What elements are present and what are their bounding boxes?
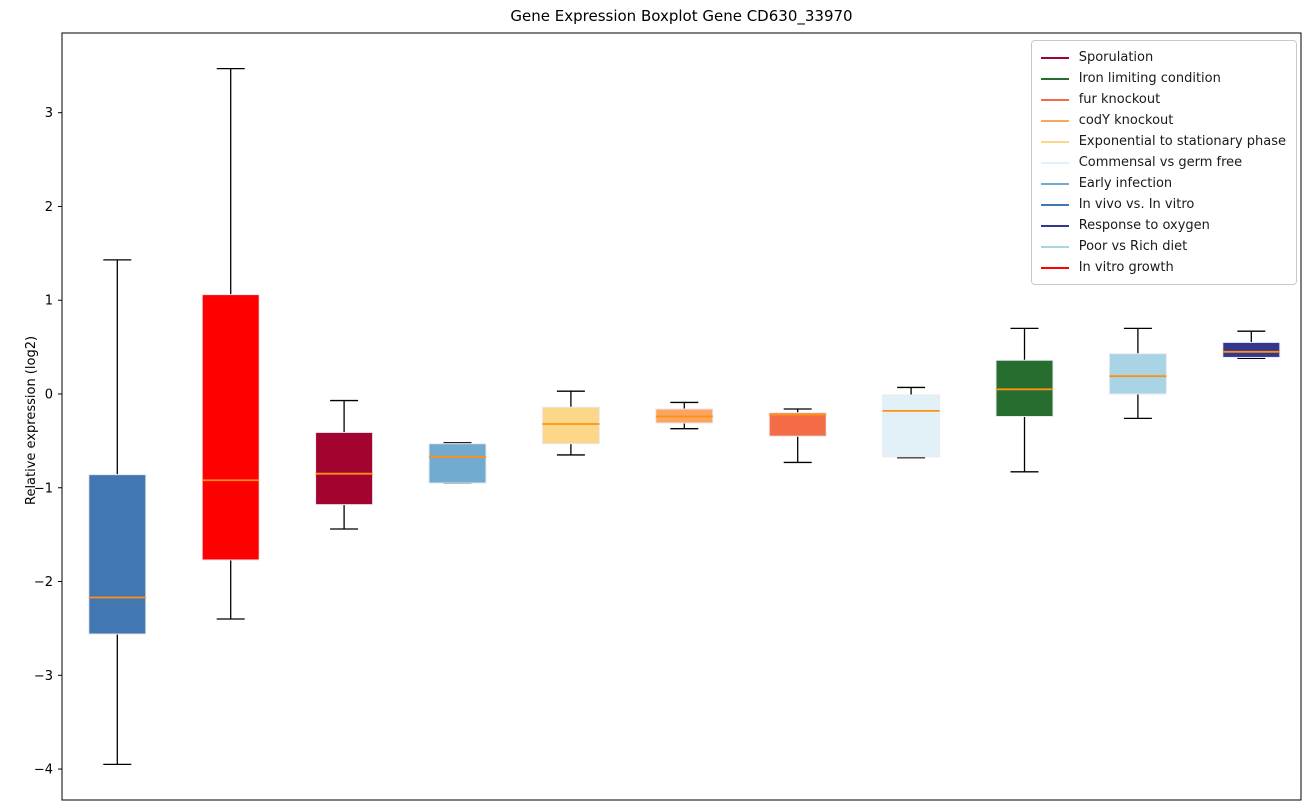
legend-item-label: Early infection [1078,176,1173,191]
box-iron-limiting-condition [995,359,1054,418]
box-commensal-vs-germ-free [882,394,941,458]
y-tick-label: −4 [34,763,53,778]
legend-item: Sporulation [1040,47,1286,68]
box-in-vivo-vs-in-vitro [88,474,147,635]
y-tick-label: −1 [34,481,53,496]
legend-swatch [1040,119,1069,122]
y-tick-label: −3 [34,669,53,684]
legend-swatch [1040,77,1069,80]
y-tick-label: 1 [45,294,53,309]
legend-item: codY knockout [1040,110,1286,131]
box-exponential-to-stationary-phase [541,406,600,445]
legend: Sporulation Iron limiting condition fur kn… [1030,40,1297,285]
box-poor-vs-rich-diet [1108,353,1167,395]
y-axis-label: Relative expression (log2) [24,335,39,505]
legend-swatch [1040,161,1069,164]
y-tick-label: 2 [45,200,53,215]
legend-item: Commensal vs germ free [1040,152,1286,173]
box-response-to-oxygen [1222,341,1281,358]
legend-swatch [1040,98,1069,101]
legend-item: Response to oxygen [1040,215,1286,236]
legend-item-label: codY knockout [1078,113,1174,128]
box-in-vitro-growth [201,294,260,561]
y-tick-label: 0 [45,387,53,402]
legend-item: In vivo vs. In vitro [1040,194,1286,215]
axes-spines [61,32,1302,801]
legend-item-label: fur knockout [1078,92,1161,107]
legend-item: Early infection [1040,173,1286,194]
legend-item-label: Response to oxygen [1078,218,1210,233]
legend-item-label: Exponential to stationary phase [1078,134,1286,149]
legend-item-label: In vitro growth [1078,260,1174,275]
legend-swatch [1040,245,1069,248]
box-fur-knockout [768,412,827,437]
chart-title: Gene Expression Boxplot Gene CD630_33970 [510,7,853,25]
legend-swatch [1040,182,1069,185]
legend-item-label: Poor vs Rich diet [1078,239,1188,254]
legend-swatch [1040,56,1069,59]
legend-item-label: Commensal vs germ free [1078,155,1243,170]
legend-item-label: Iron limiting condition [1078,71,1221,86]
y-tick-label: −2 [34,575,53,590]
legend-item-label: Sporulation [1078,50,1154,65]
legend-item: In vitro growth [1040,257,1286,278]
box-early-infection [428,443,487,484]
y-tick-label: 3 [45,106,53,121]
legend-swatch [1040,203,1069,206]
legend-swatch [1040,224,1069,227]
legend-item-label: In vivo vs. In vitro [1078,197,1195,212]
legend-item: Poor vs Rich diet [1040,236,1286,257]
box-sporulation [315,431,374,506]
legend-swatch [1040,266,1069,269]
legend-swatch [1040,140,1069,143]
legend-item: fur knockout [1040,89,1286,110]
legend-item: Exponential to stationary phase [1040,131,1286,152]
legend-item: Iron limiting condition [1040,68,1286,89]
